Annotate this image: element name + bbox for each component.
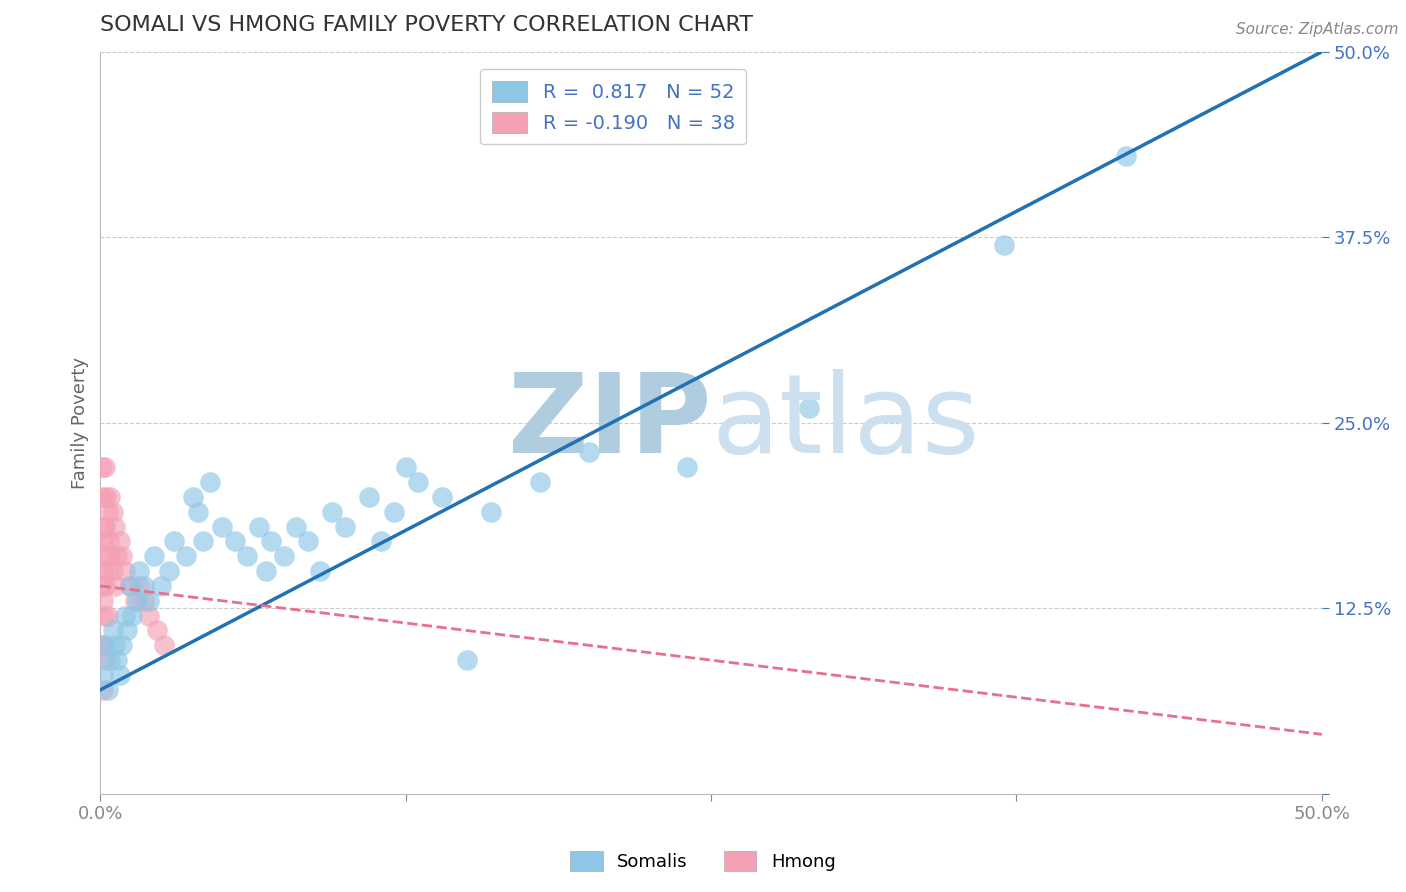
Point <box>157 564 180 578</box>
Point <box>97 564 120 578</box>
Point <box>94 460 117 475</box>
Point <box>138 608 160 623</box>
Point <box>191 534 214 549</box>
Point <box>91 638 114 652</box>
Point <box>118 579 141 593</box>
Text: SOMALI VS HMONG FAMILY POVERTY CORRELATION CHART: SOMALI VS HMONG FAMILY POVERTY CORRELATI… <box>100 15 754 35</box>
Point <box>187 505 209 519</box>
Point <box>107 653 129 667</box>
Point <box>125 594 148 608</box>
Point <box>309 564 332 578</box>
Point <box>93 608 115 623</box>
Point <box>115 624 138 638</box>
Point <box>145 624 167 638</box>
Point <box>97 534 120 549</box>
Point <box>297 534 319 549</box>
Point <box>91 668 114 682</box>
Point <box>90 460 112 475</box>
Point <box>121 608 143 623</box>
Point <box>247 519 270 533</box>
Point <box>370 534 392 549</box>
Point <box>111 549 134 564</box>
Point <box>134 579 156 593</box>
Point <box>97 505 120 519</box>
Point <box>321 505 343 519</box>
Point <box>101 505 124 519</box>
Point <box>94 638 117 652</box>
Point <box>529 475 551 489</box>
Y-axis label: Family Poverty: Family Poverty <box>72 357 89 489</box>
Point <box>181 490 204 504</box>
Point <box>107 549 129 564</box>
Point <box>143 549 166 564</box>
Point <box>97 608 120 623</box>
Point <box>97 682 120 697</box>
Point <box>236 549 259 564</box>
Point <box>104 519 127 533</box>
Point <box>114 564 136 578</box>
Point <box>153 638 176 652</box>
Point <box>108 534 131 549</box>
Text: ZIP: ZIP <box>508 369 711 476</box>
Point <box>128 579 150 593</box>
Point <box>675 460 697 475</box>
Point <box>1115 149 1137 163</box>
Point <box>134 594 156 608</box>
Point <box>256 564 278 578</box>
Point <box>273 549 295 564</box>
Point <box>91 534 114 549</box>
Point <box>108 668 131 682</box>
Point <box>91 682 114 697</box>
Point <box>357 490 380 504</box>
Point <box>993 237 1015 252</box>
Point <box>94 653 117 667</box>
Point <box>111 638 134 652</box>
Point <box>90 579 112 593</box>
Point <box>150 579 173 593</box>
Point <box>333 519 356 533</box>
Point <box>224 534 246 549</box>
Text: Source: ZipAtlas.com: Source: ZipAtlas.com <box>1236 22 1399 37</box>
Point <box>432 490 454 504</box>
Point <box>138 594 160 608</box>
Point <box>104 579 127 593</box>
Text: atlas: atlas <box>711 369 980 476</box>
Point <box>90 638 112 652</box>
Point <box>101 564 124 578</box>
Point <box>128 564 150 578</box>
Legend: R =  0.817   N = 52, R = -0.190   N = 38: R = 0.817 N = 52, R = -0.190 N = 38 <box>481 69 747 145</box>
Point <box>456 653 478 667</box>
Point <box>260 534 283 549</box>
Point <box>578 445 600 459</box>
Point <box>96 490 118 504</box>
Point <box>96 549 118 564</box>
Point <box>93 519 115 533</box>
Point <box>94 579 117 593</box>
Legend: Somalis, Hmong: Somalis, Hmong <box>562 844 844 879</box>
Point <box>174 549 197 564</box>
Point <box>479 505 502 519</box>
Point <box>94 519 117 533</box>
Point <box>98 549 121 564</box>
Point <box>406 475 429 489</box>
Point <box>91 490 114 504</box>
Point <box>93 564 115 578</box>
Point <box>91 594 114 608</box>
Point <box>797 401 820 415</box>
Point <box>211 519 233 533</box>
Point <box>382 505 405 519</box>
Point <box>98 490 121 504</box>
Point <box>162 534 184 549</box>
Point <box>98 653 121 667</box>
Point <box>395 460 418 475</box>
Point <box>101 624 124 638</box>
Point <box>118 579 141 593</box>
Point <box>200 475 222 489</box>
Point <box>104 638 127 652</box>
Point <box>284 519 307 533</box>
Point <box>124 594 146 608</box>
Point <box>114 608 136 623</box>
